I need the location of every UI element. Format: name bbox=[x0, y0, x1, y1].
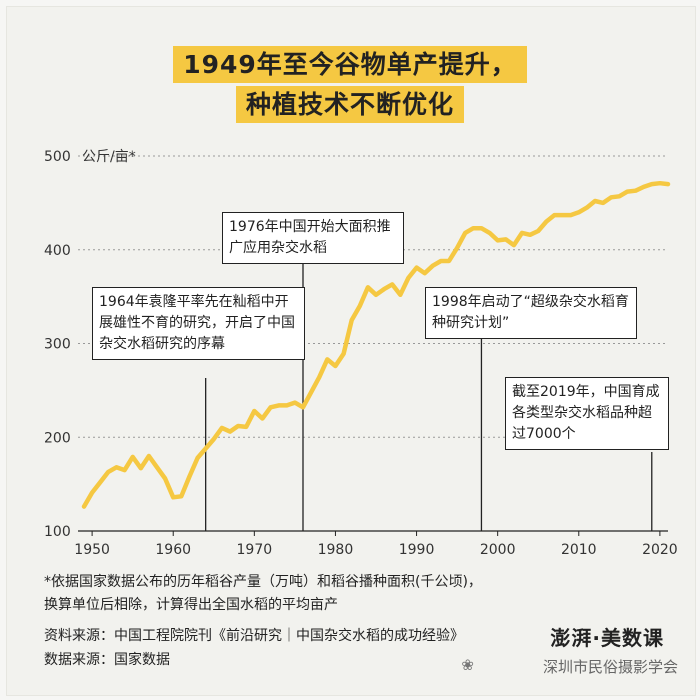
annotation-1976: 1976年中国开始大面积推广应用杂交水稻 bbox=[222, 212, 404, 264]
footnote-line2: 换算单位后相除，计算得出全国水稻的平均亩产 bbox=[44, 597, 338, 613]
data-label: 数据来源： bbox=[44, 652, 114, 668]
watermark-text: 深圳市民俗摄影学会 bbox=[542, 658, 678, 676]
source-text: 中国工程院院刊《前沿研究｜中国杂交水稻的成功经验》 bbox=[114, 628, 464, 644]
source-label: 资料来源： bbox=[44, 628, 114, 644]
y-tick-label-300: 300 bbox=[44, 337, 71, 353]
x-tick-label-2020: 2020 bbox=[642, 542, 678, 558]
data-text: 国家数据 bbox=[114, 652, 170, 668]
x-tick-label-1980: 1980 bbox=[318, 542, 354, 558]
data-source-line: 数据来源：国家数据 bbox=[44, 650, 170, 670]
x-tick-label-1950: 1950 bbox=[74, 542, 110, 558]
source-line: 资料来源：中国工程院院刊《前沿研究｜中国杂交水稻的成功经验》 bbox=[44, 626, 464, 646]
y-axis-unit-label: 公斤/亩* bbox=[82, 148, 136, 165]
y-tick-label-100: 100 bbox=[44, 524, 71, 540]
chart-title-line1: 1949年至今谷物单产提升， bbox=[0, 46, 700, 83]
brand-logo: 澎湃·美数课 bbox=[550, 626, 664, 650]
annotation-1964: 1964年袁隆平率先在籼稻中开展雄性不育的研究，开启了中国杂交水稻研究的序幕 bbox=[92, 287, 305, 360]
x-tick-label-1990: 1990 bbox=[399, 542, 435, 558]
annotation-1998: 1998年启动了“超级杂交水稻育种研究计划” bbox=[425, 287, 637, 339]
y-tick-label-400: 400 bbox=[44, 243, 71, 259]
x-tick-label-1970: 1970 bbox=[237, 542, 273, 558]
wechat-icon: ❀ bbox=[461, 656, 474, 674]
annotation-2019: 截至2019年，中国育成各类型杂交水稻品种超过7000个 bbox=[505, 377, 669, 450]
series-line bbox=[81, 180, 671, 509]
footnote-line1: *依据国家数据公布的历年稻谷产量（万吨）和稻谷播种面积(千公顷)， bbox=[44, 574, 482, 590]
x-tick-label-2000: 2000 bbox=[480, 542, 516, 558]
x-tick-label-2010: 2010 bbox=[561, 542, 597, 558]
y-tick-label-500: 500 bbox=[44, 149, 71, 165]
y-tick-label-200: 200 bbox=[44, 430, 71, 446]
chart-title-line2: 种植技术不断优化 bbox=[0, 86, 700, 123]
x-tick-label-1960: 1960 bbox=[155, 542, 191, 558]
